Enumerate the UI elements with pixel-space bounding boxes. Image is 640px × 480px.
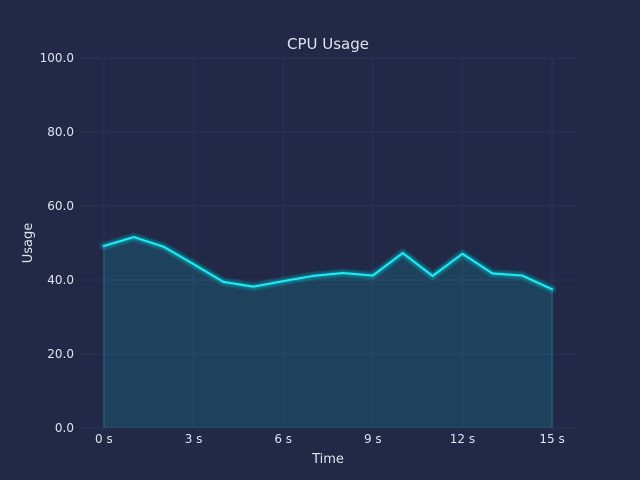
- x-tick-label: 12 s: [450, 432, 475, 446]
- area-layer: [103, 237, 553, 428]
- y-tick-label: 20.0: [47, 347, 74, 361]
- x-tick-label: 15 s: [539, 432, 564, 446]
- x-axis-label: Time: [311, 452, 344, 467]
- y-tick-label: 80.0: [47, 125, 74, 139]
- x-tick-label: 9 s: [364, 432, 382, 446]
- grid: [80, 57, 576, 429]
- y-tick-label: 100.0: [40, 51, 74, 65]
- x-tick-label: 0 s: [95, 432, 113, 446]
- x-axis-ticks: 0 s 3 s 6 s 9 s 12 s 15 s: [95, 432, 565, 446]
- usage-area-fill: [103, 237, 553, 428]
- y-tick-label: 40.0: [47, 273, 74, 287]
- y-axis-ticks: 0.0 20.0 40.0 60.0 80.0 100.0: [40, 51, 74, 435]
- x-tick-label: 6 s: [274, 432, 292, 446]
- y-axis-label: Usage: [21, 223, 36, 264]
- y-tick-label: 60.0: [47, 199, 74, 213]
- y-tick-label: 0.0: [55, 421, 74, 435]
- x-tick-label: 3 s: [185, 432, 203, 446]
- usage-line: [102, 236, 554, 291]
- line-layer: [102, 236, 554, 291]
- chart-title: CPU Usage: [287, 35, 369, 53]
